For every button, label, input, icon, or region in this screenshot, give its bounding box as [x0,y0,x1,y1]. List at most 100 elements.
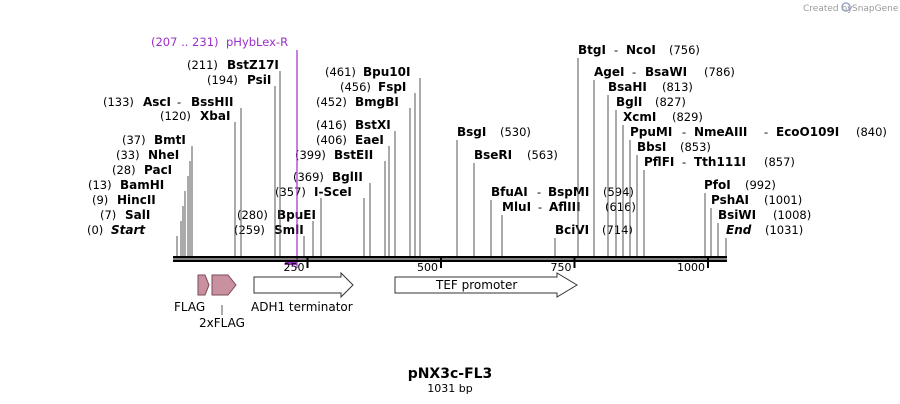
feature-tef-promoter[interactable]: TEF promoter [394,272,578,298]
site-name-2: BspMI [548,185,589,199]
site-label-bseri[interactable]: BseRI (563) [474,148,558,162]
site-pos: (0) [87,223,103,237]
site-dash: - [614,43,618,57]
site-label-nhei[interactable]: (33) NheI [116,148,179,162]
site-label-bpu10i[interactable]: (461) Bpu10I [325,65,410,79]
site-name: XbaI [200,109,230,123]
site-label-btgi[interactable]: BtgI - NcoI (756) [578,43,700,57]
site-label-asci[interactable]: (133) AscI - BssHII [103,95,233,109]
2xflag-arrow[interactable] [211,274,237,296]
site-label-bstxi[interactable]: (416) BstXI [316,118,391,132]
site-label-end[interactable]: End (1031) [726,223,803,237]
backbone-strand-top [173,256,727,259]
site-pos: (399) [295,148,326,162]
site-label-fspi[interactable]: (456) FspI [340,80,406,94]
site-label-agei[interactable]: AgeI - BsaWI (786) [594,65,735,79]
site-dash-2: - [764,125,768,139]
site-name: AgeI [594,65,624,79]
site-label-bamhi[interactable]: (13) BamHI [88,178,164,192]
primer-name: pHybLex-R [226,35,288,49]
ruler-label-250: 250 [284,261,305,274]
site-label-hincii[interactable]: (9) HincII [92,193,156,207]
site-label-smli[interactable]: (259) SmlI [234,223,304,237]
site-name: PshAI [711,193,749,207]
site-label-mlui[interactable]: MluI - AflIII (616) [502,200,636,214]
site-pos: (616) [605,200,636,214]
site-label-bsiwi[interactable]: BsiWI (1008) [718,208,811,222]
backbone [173,256,727,262]
flag-arrow[interactable] [197,274,210,296]
site-pos: (829) [672,110,703,124]
feature-flag[interactable]: FLAG [174,274,210,314]
tef-promoter-arrow[interactable] [394,272,578,298]
site-label-eaei[interactable]: (406) EaeI [316,133,384,147]
site-name: XcmI [623,110,656,124]
site-pos: (259) [234,223,265,237]
site-label-sali[interactable]: (7) SalI [100,208,150,222]
site-name: BsgI [457,125,486,139]
site-pos: (28) [112,163,136,177]
site-pos: (33) [116,148,140,162]
site-label-bgli[interactable]: BglI (827) [616,95,686,109]
site-label-xbai[interactable]: (120) XbaI [160,109,230,123]
site-label-bbsi[interactable]: BbsI (853) [637,140,711,154]
feature-adh1-terminator[interactable]: ADH1 terminator [251,271,354,314]
site-label-paci[interactable]: (28) PacI [112,163,172,177]
site-label-bglii[interactable]: (369) BglII [293,170,363,184]
site-dash: - [682,155,686,169]
site-name: BsaHI [608,80,647,94]
site-label-bsahi[interactable]: BsaHI (813) [608,80,693,94]
primer-bar[interactable] [285,262,297,265]
site-dash: - [632,65,636,79]
site-name: FspI [378,80,406,94]
primer-label[interactable]: (207 .. 231) pHybLex-R [151,35,288,49]
site-label-start[interactable]: (0) Start [87,223,146,237]
adh1-terminator-arrow[interactable] [253,271,354,299]
site-name-2: NcoI [626,43,656,57]
site-name: PpuMI [630,125,672,139]
site-pos: (756) [669,43,700,57]
site-pos: (194) [207,73,238,87]
site-pos: (406) [316,133,347,147]
site-label-psii[interactable]: (194) PsiI [207,73,271,87]
site-name: HincII [117,193,156,207]
site-label-pfoi[interactable]: PfoI (992) [704,178,776,192]
site-pos: (13) [88,178,112,192]
credit-text: Created by [803,4,853,14]
feature-2xflag[interactable]: 2xFLAG [199,274,245,330]
site-name: SmlI [274,223,304,237]
site-label-bsgi[interactable]: BsgI (530) [457,125,531,139]
site-name: BglII [332,170,363,184]
site-label-bmgbi[interactable]: (452) BmgBI [316,95,399,109]
site-label-i-scei[interactable]: (357) I-SceI [275,185,352,199]
site-pos: (369) [293,170,324,184]
site-label-bstz17i[interactable]: (211) BstZ17I [187,58,279,72]
site-label-pshai[interactable]: PshAI (1001) [711,193,802,207]
site-name: SalI [125,208,150,222]
site-pos: (416) [316,118,347,132]
site-name-3: EcoO109I [776,125,839,139]
site-label-bfuai[interactable]: BfuAI - BspMI (594) [491,185,634,199]
ruler-tick-250 [306,256,309,268]
site-pos: (530) [500,125,531,139]
site-label-pflfi[interactable]: PflFI - Tth111I (857) [644,155,795,169]
site-name: EaeI [355,133,384,147]
plasmid-length: 1031 bp [427,382,472,395]
site-label-ppumi[interactable]: PpuMI - NmeAIII - EcoO109I (840) [630,125,887,139]
site-pos: (9) [92,193,108,207]
site-name: PacI [144,163,172,177]
ruler-tick-500 [440,256,442,268]
site-label-bpuei[interactable]: (280) BpuEI [237,208,316,222]
site-name-2: AflIII [549,200,581,214]
site-name: I-SceI [314,185,352,199]
site-label-bcivi[interactable]: BciVI (714) [555,223,633,237]
site-label-bsteii[interactable]: (399) BstEII [295,148,373,162]
site-label-xcmi[interactable]: XcmI (829) [623,110,703,124]
feature-label: 2xFLAG [199,316,245,330]
site-pos: (280) [237,208,268,222]
feature-label: TEF promoter [435,278,517,292]
site-name: BfuAI [491,185,528,199]
site-pos: (133) [103,95,134,109]
site-name: BstEII [334,148,373,162]
site-label-bmti[interactable]: (37) BmtI [122,133,186,147]
